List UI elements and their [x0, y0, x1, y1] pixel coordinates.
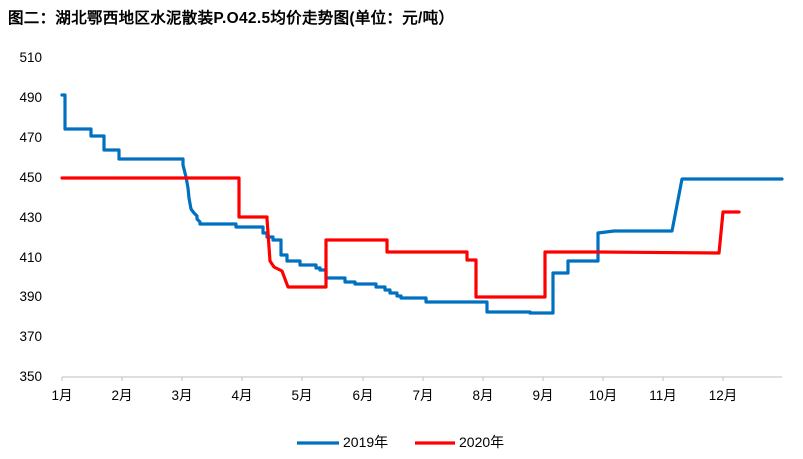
svg-text:350: 350 [19, 369, 42, 384]
svg-text:450: 450 [19, 170, 42, 185]
svg-text:3月: 3月 [171, 388, 192, 403]
svg-text:510: 510 [19, 50, 42, 65]
svg-text:11月: 11月 [649, 388, 677, 403]
svg-text:12月: 12月 [709, 388, 738, 403]
svg-text:6月: 6月 [352, 388, 373, 403]
svg-text:7月: 7月 [412, 388, 433, 403]
svg-text:8月: 8月 [472, 388, 493, 403]
svg-text:10月: 10月 [589, 388, 618, 403]
svg-text:2月: 2月 [111, 388, 132, 403]
svg-text:2020年: 2020年 [459, 434, 504, 450]
svg-text:490: 490 [19, 90, 42, 105]
svg-text:2019年: 2019年 [343, 434, 388, 450]
svg-text:430: 430 [19, 210, 42, 225]
svg-text:410: 410 [19, 250, 42, 265]
svg-text:5月: 5月 [291, 388, 312, 403]
svg-text:1月: 1月 [51, 388, 72, 403]
svg-text:9月: 9月 [532, 388, 553, 403]
svg-text:470: 470 [19, 130, 42, 145]
svg-text:370: 370 [19, 329, 42, 344]
svg-text:4月: 4月 [231, 388, 252, 403]
svg-text:390: 390 [19, 289, 42, 304]
